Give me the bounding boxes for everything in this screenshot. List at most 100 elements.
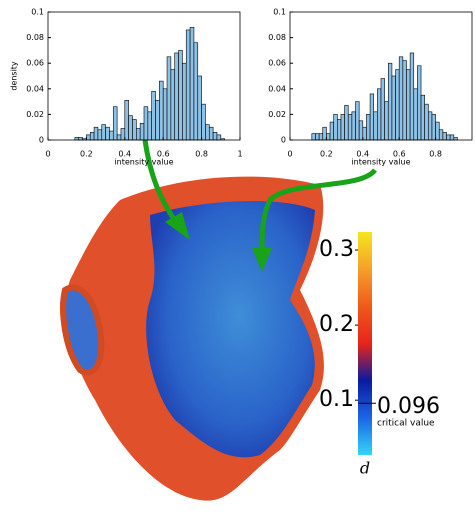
bar [319, 134, 323, 140]
bar [159, 81, 163, 140]
bar [334, 114, 338, 140]
colorbar-tick-label: 0.3 [319, 237, 354, 262]
y-tick-label: 0.06 [268, 59, 286, 68]
x-tick-label: 0.8 [195, 150, 208, 159]
bar [396, 70, 400, 140]
bar [425, 104, 429, 140]
colorbar-label: d [360, 459, 370, 478]
y-tick-label: 0.1 [31, 8, 44, 17]
y-tick-label: 0.1 [273, 8, 286, 17]
bar [152, 91, 156, 140]
bar [436, 122, 440, 140]
bar [136, 128, 140, 140]
bar [94, 127, 98, 140]
bar [98, 130, 102, 140]
bar [392, 76, 396, 140]
bar [323, 127, 327, 140]
bar [86, 135, 90, 140]
bar [179, 50, 183, 140]
bar [352, 112, 356, 140]
bar [356, 102, 360, 140]
bar [443, 132, 447, 140]
bar [330, 122, 334, 140]
bar [417, 66, 421, 140]
bar [182, 63, 186, 140]
bar [121, 128, 125, 140]
bar [377, 89, 381, 140]
bar [171, 70, 175, 140]
bar [102, 125, 106, 140]
bar [205, 125, 209, 140]
bar [348, 114, 352, 140]
y-tick-label: 0 [281, 136, 286, 145]
y-tick-label: 0.04 [268, 84, 286, 93]
bar [421, 95, 425, 140]
bar [117, 135, 121, 140]
bar [370, 94, 374, 140]
bar [432, 114, 436, 140]
bar [312, 134, 316, 140]
bar [399, 57, 403, 140]
bar [148, 112, 152, 140]
bar [90, 132, 94, 140]
bar [156, 100, 160, 140]
x-tick-label: 0.8 [429, 150, 442, 159]
bar [140, 123, 144, 140]
bar [186, 30, 190, 140]
bar [113, 107, 117, 140]
bar [326, 134, 330, 140]
bar [406, 70, 410, 140]
y-tick-label: 0 [39, 136, 44, 145]
bar [366, 114, 370, 140]
y-tick-label: 0.08 [268, 33, 286, 42]
colorbar-tick-label: 0.2 [319, 312, 354, 337]
bar [428, 112, 432, 140]
bar [125, 100, 129, 140]
bar [450, 135, 454, 140]
bar [439, 130, 443, 140]
bar [447, 135, 451, 140]
y-tick-label: 0.08 [26, 33, 44, 42]
x-tick-label: 0 [45, 150, 50, 159]
bar [109, 131, 113, 140]
bar [163, 89, 167, 140]
x-tick-label: 0.2 [320, 150, 333, 159]
bar [345, 105, 349, 140]
x-tick-label: 0 [287, 150, 292, 159]
y-tick-label: 0.02 [26, 110, 44, 119]
bar [209, 127, 213, 140]
critical-value-label: 0.096 [377, 394, 440, 419]
y-tick-label: 0.04 [26, 84, 44, 93]
bar [132, 120, 136, 140]
x-axis-label: intensity value [114, 158, 173, 167]
bar [385, 102, 389, 140]
bar [363, 127, 367, 140]
y-tick-label: 0.02 [268, 110, 286, 119]
x-tick-label: 1 [237, 150, 242, 159]
bar [381, 79, 385, 140]
bar [410, 53, 414, 140]
bar [337, 120, 341, 140]
bar [414, 89, 418, 140]
bar [194, 43, 198, 140]
bar [217, 135, 221, 140]
y-tick-label: 0.06 [26, 59, 44, 68]
colorbar [358, 232, 372, 455]
bar [374, 112, 378, 140]
bar [190, 27, 194, 140]
bar [403, 61, 407, 140]
bar [167, 57, 171, 140]
bar [106, 127, 110, 140]
x-axis-label: intensity value [351, 158, 410, 167]
bar [315, 134, 319, 140]
bar [198, 76, 202, 140]
bar [202, 104, 206, 140]
figure: 00.020.040.060.080.100.20.40.60.81intens… [0, 0, 475, 508]
bar [388, 63, 392, 140]
bar [341, 114, 345, 140]
y-axis-label: density [10, 61, 19, 91]
critical-label: critical value [377, 419, 435, 429]
x-tick-label: 0.2 [80, 150, 93, 159]
bar [175, 53, 179, 140]
bar [359, 121, 363, 140]
